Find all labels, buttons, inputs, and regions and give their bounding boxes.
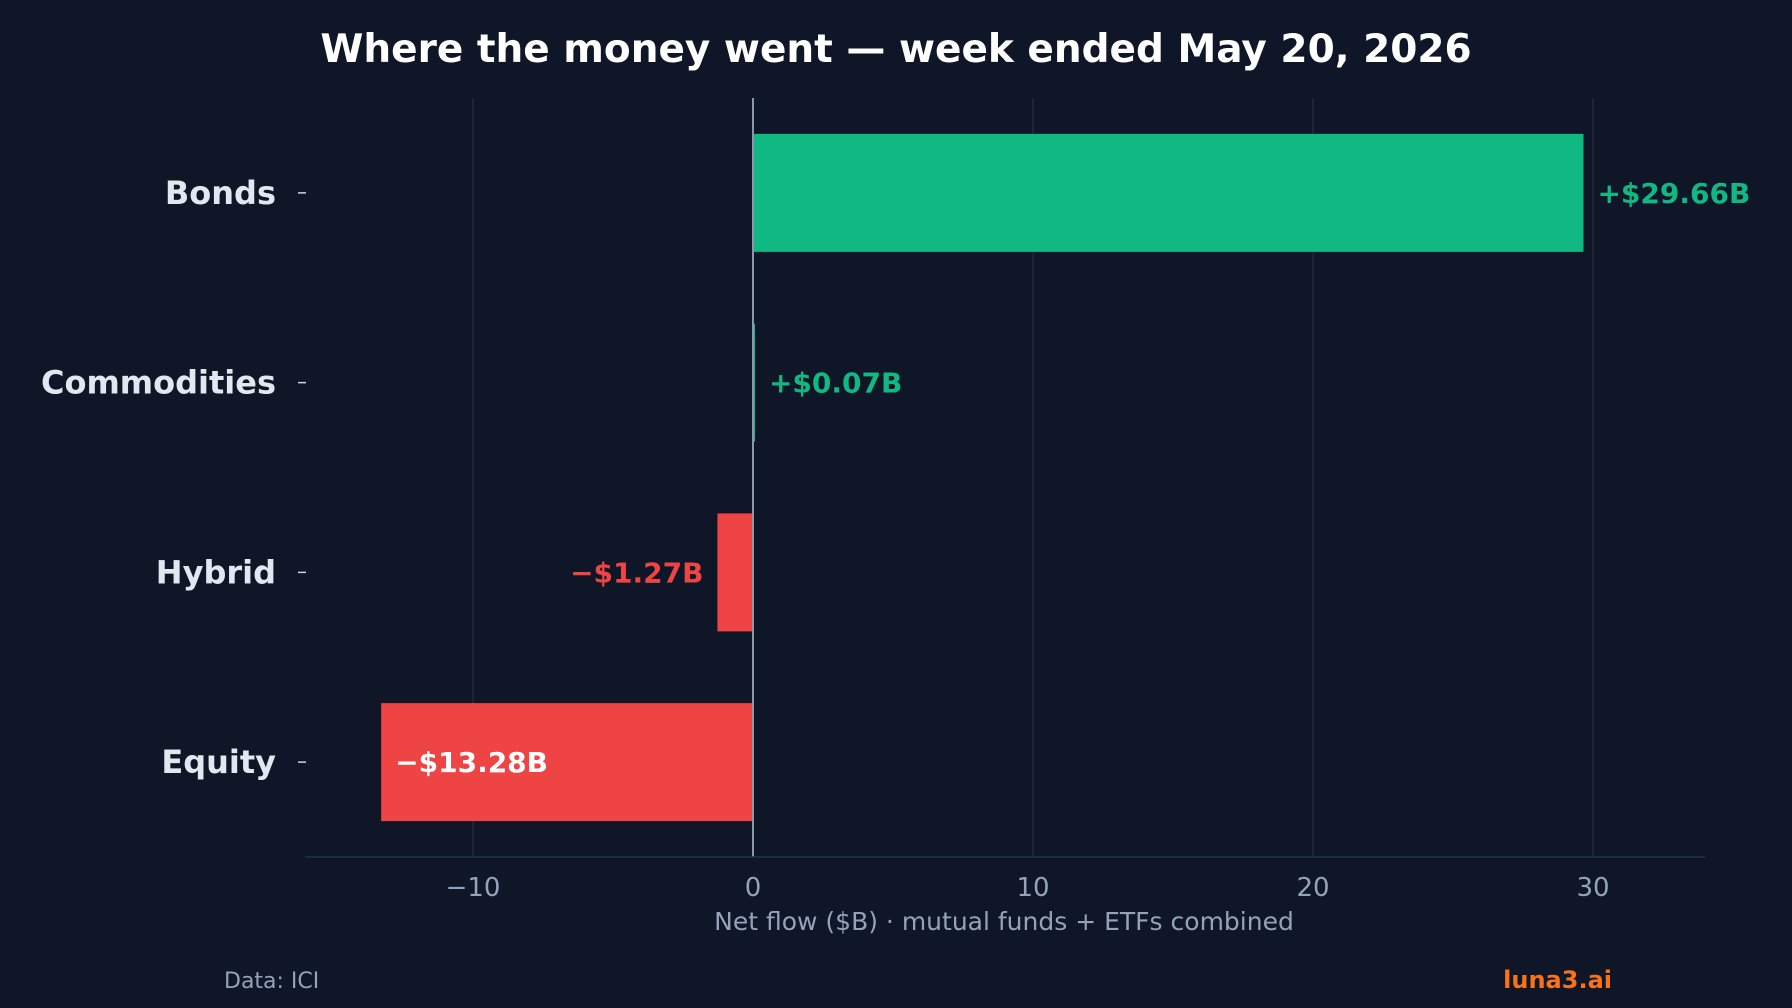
x-tick-label: 0: [745, 873, 762, 903]
value-labels: +$29.66B +$0.07B −$1.27B −$13.28B: [395, 177, 1750, 779]
x-axis-label: Net flow ($B) · mutual funds + ETFs comb…: [714, 907, 1294, 936]
brand-logo: luna3.ai: [1503, 966, 1612, 994]
x-tick-label: 20: [1296, 873, 1329, 903]
source-note: Data: ICI: [224, 969, 319, 994]
x-tick-label: 10: [1016, 873, 1049, 903]
x-tick-label: 30: [1576, 873, 1609, 903]
value-label: +$29.66B: [1597, 177, 1750, 210]
bars: [381, 133, 1584, 822]
x-axis: −10 0 10 20 30: [305, 856, 1705, 903]
value-label: −$13.28B: [395, 746, 548, 779]
category-label: Bonds: [165, 174, 276, 212]
category-label: Equity: [161, 743, 276, 781]
bar-bonds: [753, 133, 1584, 252]
bar-hybrid: [717, 513, 753, 632]
chart-title: Where the money went — week ended May 20…: [320, 27, 1471, 72]
category-label: Commodities: [41, 364, 276, 402]
x-tick-label: −10: [446, 873, 501, 903]
value-label: +$0.07B: [769, 367, 902, 400]
category-label: Hybrid: [156, 553, 276, 591]
value-label: −$1.27B: [570, 556, 703, 589]
y-axis: Bonds Commodities Hybrid Equity: [41, 174, 306, 781]
bar-equity: [381, 703, 753, 822]
